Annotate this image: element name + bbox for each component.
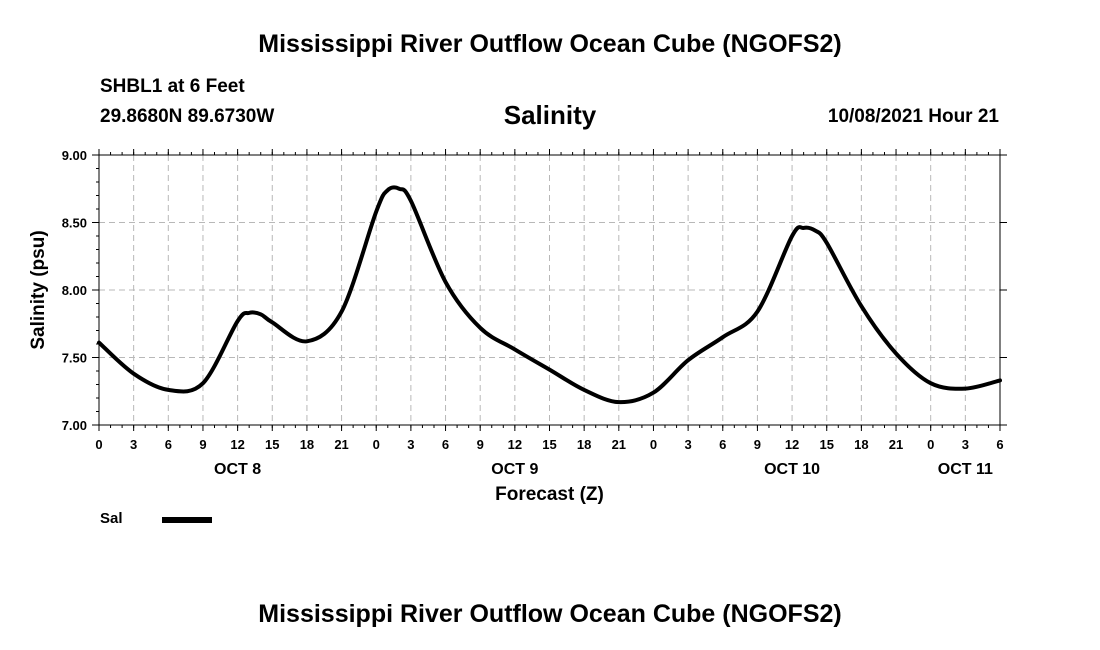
x-tick-label: 6: [165, 437, 172, 452]
x-tick-label: 0: [927, 437, 934, 452]
coordinates-label: 29.8680N 89.6730W: [100, 106, 275, 127]
y-axis-title: Salinity (psu): [28, 230, 49, 349]
y-tick-label: 7.50: [62, 351, 87, 366]
y-tick-label: 8.00: [62, 283, 87, 298]
x-tick-label: 0: [95, 437, 102, 452]
variable-title: Salinity: [503, 100, 597, 130]
x-tick-label: 21: [889, 437, 903, 452]
x-tick-label: 9: [754, 437, 761, 452]
x-tick-label: 12: [230, 437, 244, 452]
date-label: OCT 10: [764, 461, 820, 478]
series-line-sal: [97, 185, 1002, 405]
x-tick-label: 3: [407, 437, 414, 452]
x-tick-label: 15: [265, 437, 279, 452]
x-tick-label: 0: [373, 437, 380, 452]
x-tick-label: 6: [442, 437, 449, 452]
y-tick-label: 8.50: [62, 216, 87, 231]
x-axis-title: Forecast (Z): [495, 484, 604, 505]
series-group: [97, 185, 1002, 405]
y-tick-label: 9.00: [62, 148, 87, 163]
x-tick-label: 18: [577, 437, 591, 452]
x-tick-label: 9: [477, 437, 484, 452]
axis-labels: 7.00 7.50 8.00 8.50 9.00 0 3 6 9 12 15 18 21 0 3 6 9 12 15…: [28, 148, 1004, 505]
x-tick-label: 3: [962, 437, 969, 452]
x-tick-label: 21: [334, 437, 348, 452]
x-tick-label: 15: [819, 437, 833, 452]
datetime-label: 10/08/2021 Hour 21: [827, 106, 999, 127]
date-label: OCT 11: [938, 461, 993, 478]
x-tick-label: 18: [300, 437, 314, 452]
x-tick-label: 0: [650, 437, 657, 452]
x-tick-label: 21: [612, 437, 626, 452]
axes: [92, 149, 1007, 431]
date-label: OCT 9: [491, 461, 538, 478]
x-tick-label: 12: [785, 437, 799, 452]
chart-title-top: Mississippi River Outflow Ocean Cube (NG…: [258, 30, 842, 58]
station-label: SHBL1 at 6 Feet: [100, 76, 245, 97]
grid-lines: [99, 155, 1000, 425]
x-tick-label: 12: [508, 437, 522, 452]
date-label: OCT 8: [214, 461, 261, 478]
y-tick-label: 7.00: [62, 418, 87, 433]
x-tick-label: 6: [996, 437, 1003, 452]
legend-swatch: [162, 517, 212, 523]
x-tick-label: 3: [130, 437, 137, 452]
legend-label: Sal: [100, 510, 123, 527]
x-tick-label: 9: [199, 437, 206, 452]
x-tick-label: 6: [719, 437, 726, 452]
x-tick-label: 3: [684, 437, 691, 452]
x-tick-label: 15: [542, 437, 556, 452]
chart-title-bottom: Mississippi River Outflow Ocean Cube (NG…: [258, 600, 842, 628]
x-tick-label: 18: [854, 437, 868, 452]
plot-frame: [98, 154, 1001, 426]
